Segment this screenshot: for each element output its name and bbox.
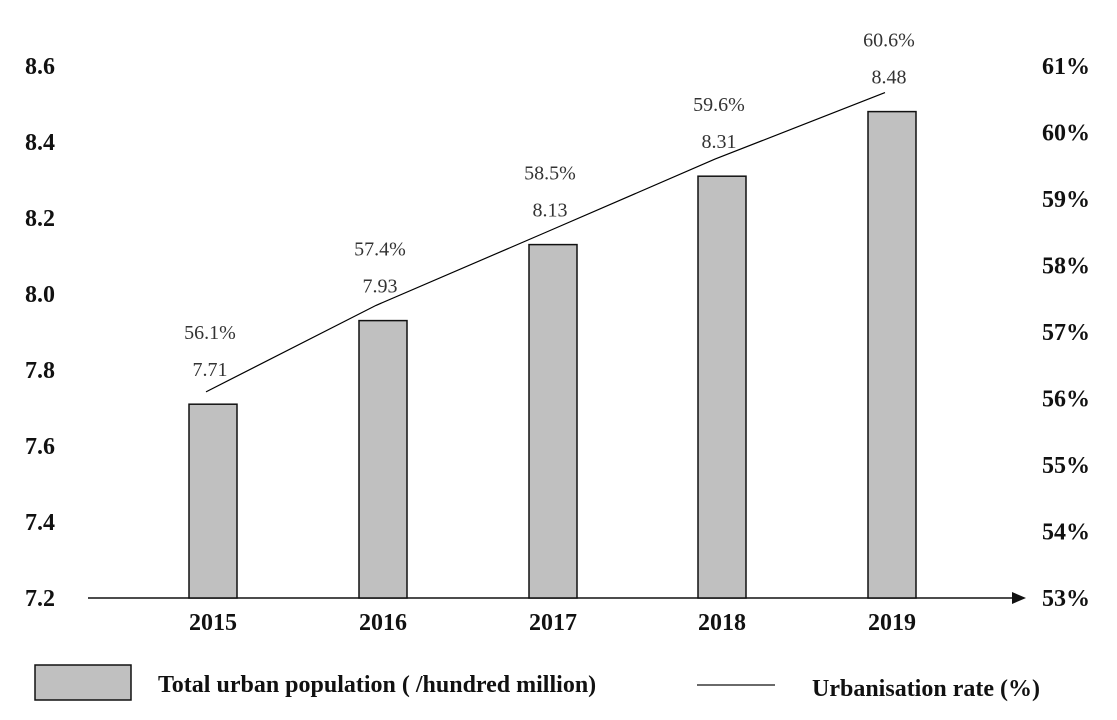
y-right-tick-label: 59% — [1042, 187, 1090, 213]
y-left-tick-label: 7.8 — [25, 358, 55, 384]
axes-group: 7.2 7.4 7.6 7.8 8.0 8.2 8.4 8.6 53% 54% 55% 56% 57% 5… — [25, 54, 1090, 636]
rate-data-label: 57.4% — [354, 239, 406, 261]
line-group — [205, 92, 886, 393]
bar — [867, 110, 917, 599]
x-tick-label: 2018 — [698, 610, 746, 636]
rate-data-label: 59.6% — [693, 94, 745, 116]
y-left-tick-label: 8.0 — [25, 282, 55, 308]
y-left-tick-label: 8.6 — [25, 54, 55, 80]
rate-data-label: 56.1% — [184, 322, 236, 344]
bar — [697, 175, 747, 599]
rate-data-label: 60.6% — [863, 30, 915, 52]
y-right-tick-label: 61% — [1042, 54, 1090, 80]
bars-group — [188, 110, 917, 599]
y-left-tick-label: 7.4 — [25, 510, 55, 536]
y-right-tick-label: 56% — [1042, 387, 1090, 413]
x-axis-arrow-icon — [1012, 592, 1026, 604]
y-left-tick-label: 8.4 — [25, 130, 55, 156]
y-right-tick-label: 58% — [1042, 254, 1090, 280]
x-tick-label: 2019 — [868, 610, 916, 636]
y-left-tick-label: 8.2 — [25, 206, 55, 232]
population-data-label: 8.13 — [533, 200, 568, 222]
y-right-tick-label: 57% — [1042, 320, 1090, 346]
bar — [358, 319, 408, 599]
legend-bar-swatch — [34, 664, 132, 701]
y-left-tick-label: 7.2 — [25, 586, 55, 612]
bar — [188, 403, 238, 599]
legend-line-label: Urbanisation rate (%) — [812, 676, 1040, 702]
legend: Total urban population ( /hundred millio… — [34, 664, 1040, 702]
x-tick-label: 2017 — [529, 610, 577, 636]
population-data-label: 8.31 — [702, 131, 737, 153]
legend-bar-label: Total urban population ( /hundred millio… — [158, 672, 596, 698]
y-right-tick-label: 60% — [1042, 121, 1090, 147]
population-data-label: 8.48 — [872, 67, 907, 89]
x-tick-label: 2015 — [189, 610, 237, 636]
x-tick-label: 2016 — [359, 610, 407, 636]
urbanisation-line — [205, 92, 886, 393]
y-right-tick-label: 53% — [1042, 586, 1090, 612]
bar — [528, 243, 578, 599]
data-labels-group: 56.1% 7.71 57.4% 7.93 58.5% 8.13 59.6% 8.31 60.6… — [184, 30, 915, 382]
rate-data-label: 58.5% — [524, 163, 576, 185]
y-left-tick-label: 7.6 — [25, 434, 55, 460]
y-right-tick-label: 54% — [1042, 520, 1090, 546]
y-right-tick-label: 55% — [1042, 453, 1090, 479]
population-data-label: 7.71 — [193, 359, 228, 381]
population-data-label: 7.93 — [363, 276, 398, 298]
